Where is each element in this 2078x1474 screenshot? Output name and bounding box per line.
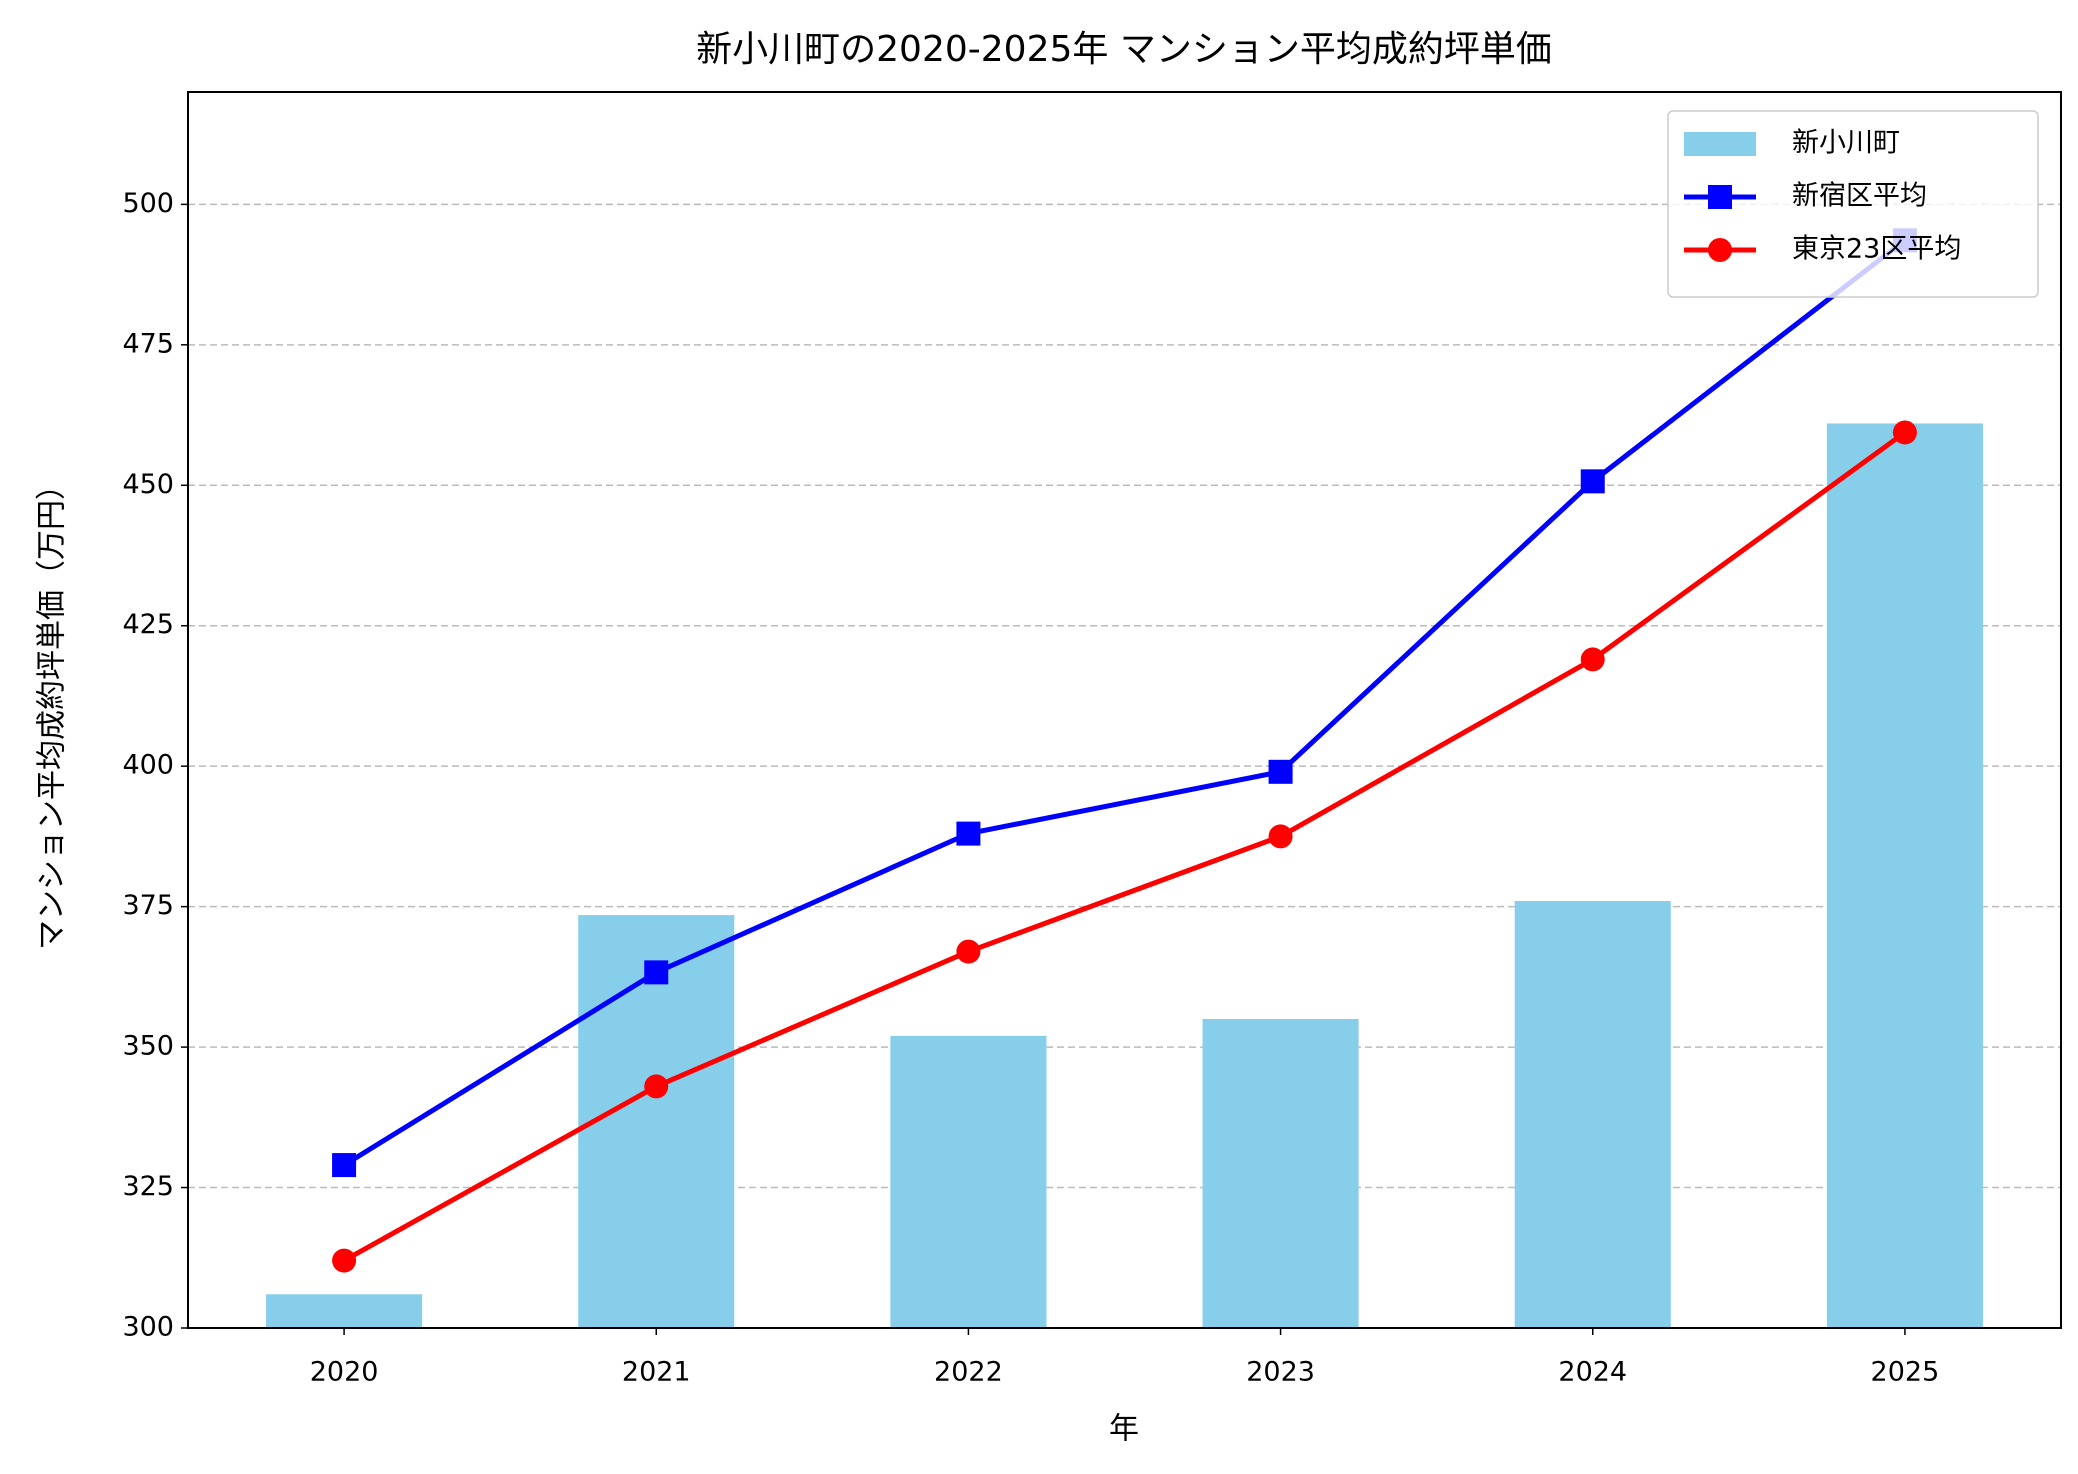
- x-tick-label: 2022: [934, 1357, 1003, 1388]
- legend-swatch: [1684, 132, 1756, 156]
- y-tick-label: 475: [122, 328, 174, 359]
- x-tick-label: 2020: [310, 1357, 379, 1388]
- y-tick-label: 350: [122, 1031, 174, 1062]
- marker: [1268, 759, 1293, 784]
- legend-label: 東京23区平均: [1792, 234, 1961, 265]
- marker: [956, 821, 981, 846]
- legend-label: 新小川町: [1792, 128, 1900, 159]
- legend-label: 新宿区平均: [1792, 181, 1927, 212]
- y-tick-label: 325: [122, 1171, 174, 1202]
- bar: [1202, 1019, 1359, 1328]
- bar: [890, 1035, 1047, 1328]
- line: [342, 238, 1907, 1168]
- marker: [956, 939, 981, 964]
- marker: [332, 1153, 357, 1178]
- marker: [1580, 469, 1605, 494]
- bar: [266, 1294, 423, 1328]
- bar: [1514, 901, 1671, 1328]
- bar: [1826, 423, 1983, 1328]
- marker: [644, 1074, 669, 1099]
- legend-marker: [1708, 185, 1732, 209]
- legend-box: [1667, 110, 2039, 298]
- x-tick-label: 2025: [1871, 1357, 1940, 1388]
- legend-marker: [1708, 238, 1732, 262]
- marker: [1892, 420, 1917, 445]
- x-tick-label: 2021: [622, 1357, 691, 1388]
- chart-title: 新小川町の2020-2025年 マンション平均成約坪単価: [696, 29, 1552, 70]
- marker: [1580, 647, 1605, 672]
- y-tick-label: 375: [122, 890, 174, 921]
- y-tick-label: 425: [122, 609, 174, 640]
- x-axis-label: 年: [1109, 1412, 1139, 1447]
- y-tick-label: 450: [122, 469, 174, 500]
- plot-frame: [187, 91, 2062, 1329]
- marker: [1268, 824, 1293, 849]
- x-tick-label: 2024: [1558, 1357, 1627, 1388]
- y-tick-label: 300: [122, 1312, 174, 1343]
- y-tick-label: 400: [122, 750, 174, 781]
- x-tick-label: 2023: [1246, 1357, 1315, 1388]
- y-tick-label: 500: [122, 188, 174, 219]
- y-axis-label: マンション平均成約坪単価（万円）: [35, 470, 70, 950]
- marker: [644, 960, 669, 985]
- marker: [332, 1248, 357, 1273]
- line: [342, 430, 1907, 1263]
